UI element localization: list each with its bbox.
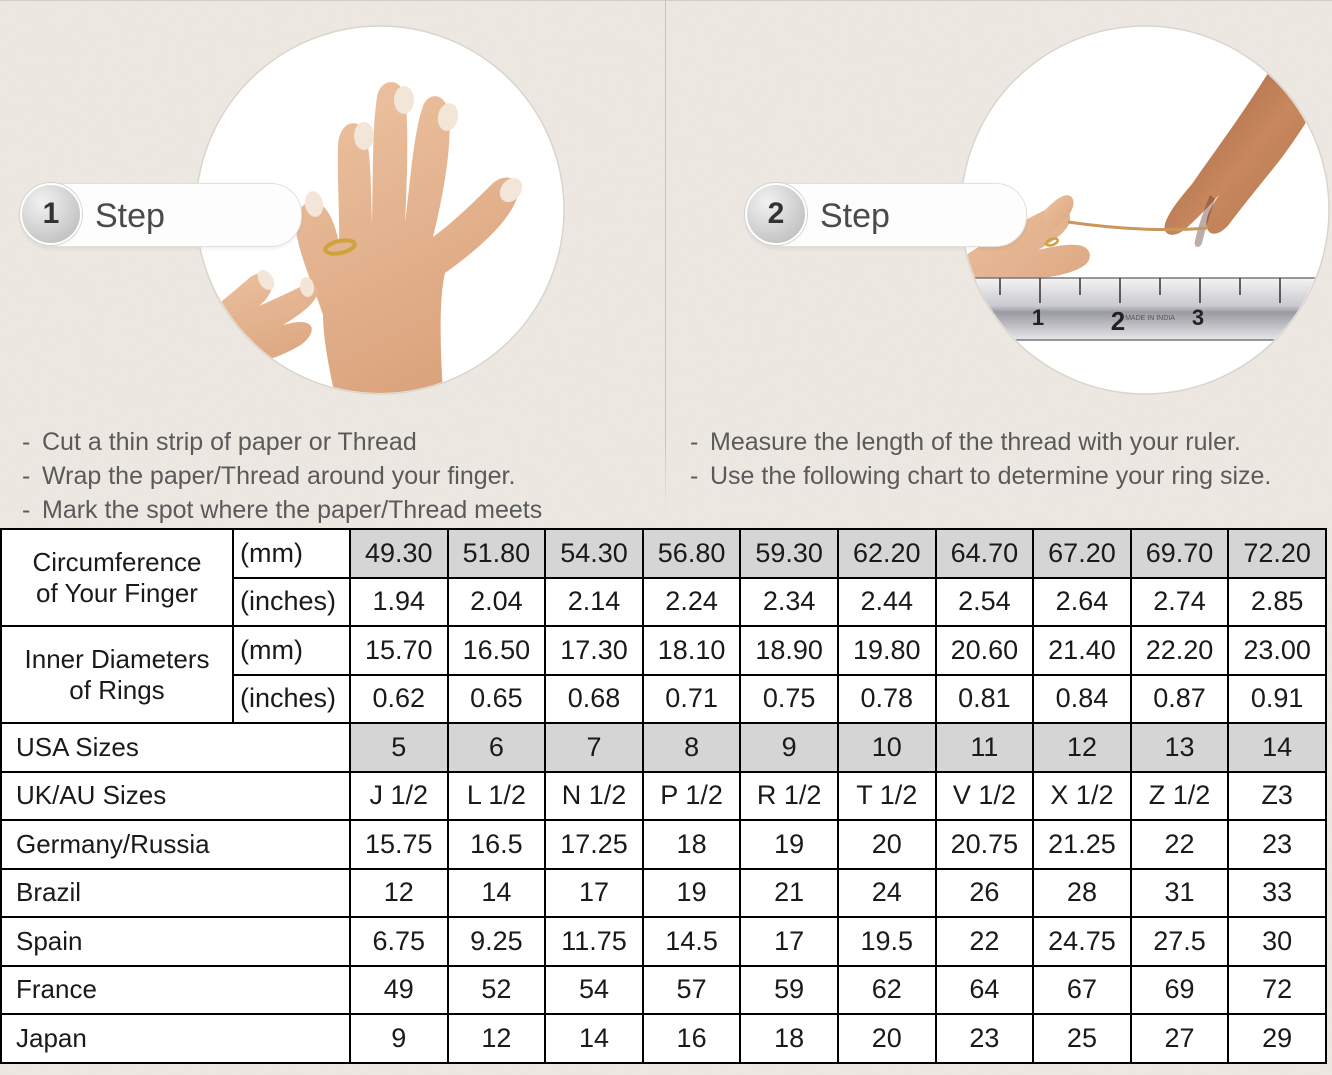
svg-text:3: 3: [1192, 305, 1204, 330]
svg-text:1: 1: [1032, 305, 1044, 330]
svg-text:MADE IN INDIA: MADE IN INDIA: [1125, 315, 1175, 322]
svg-text:2: 2: [1111, 306, 1125, 336]
